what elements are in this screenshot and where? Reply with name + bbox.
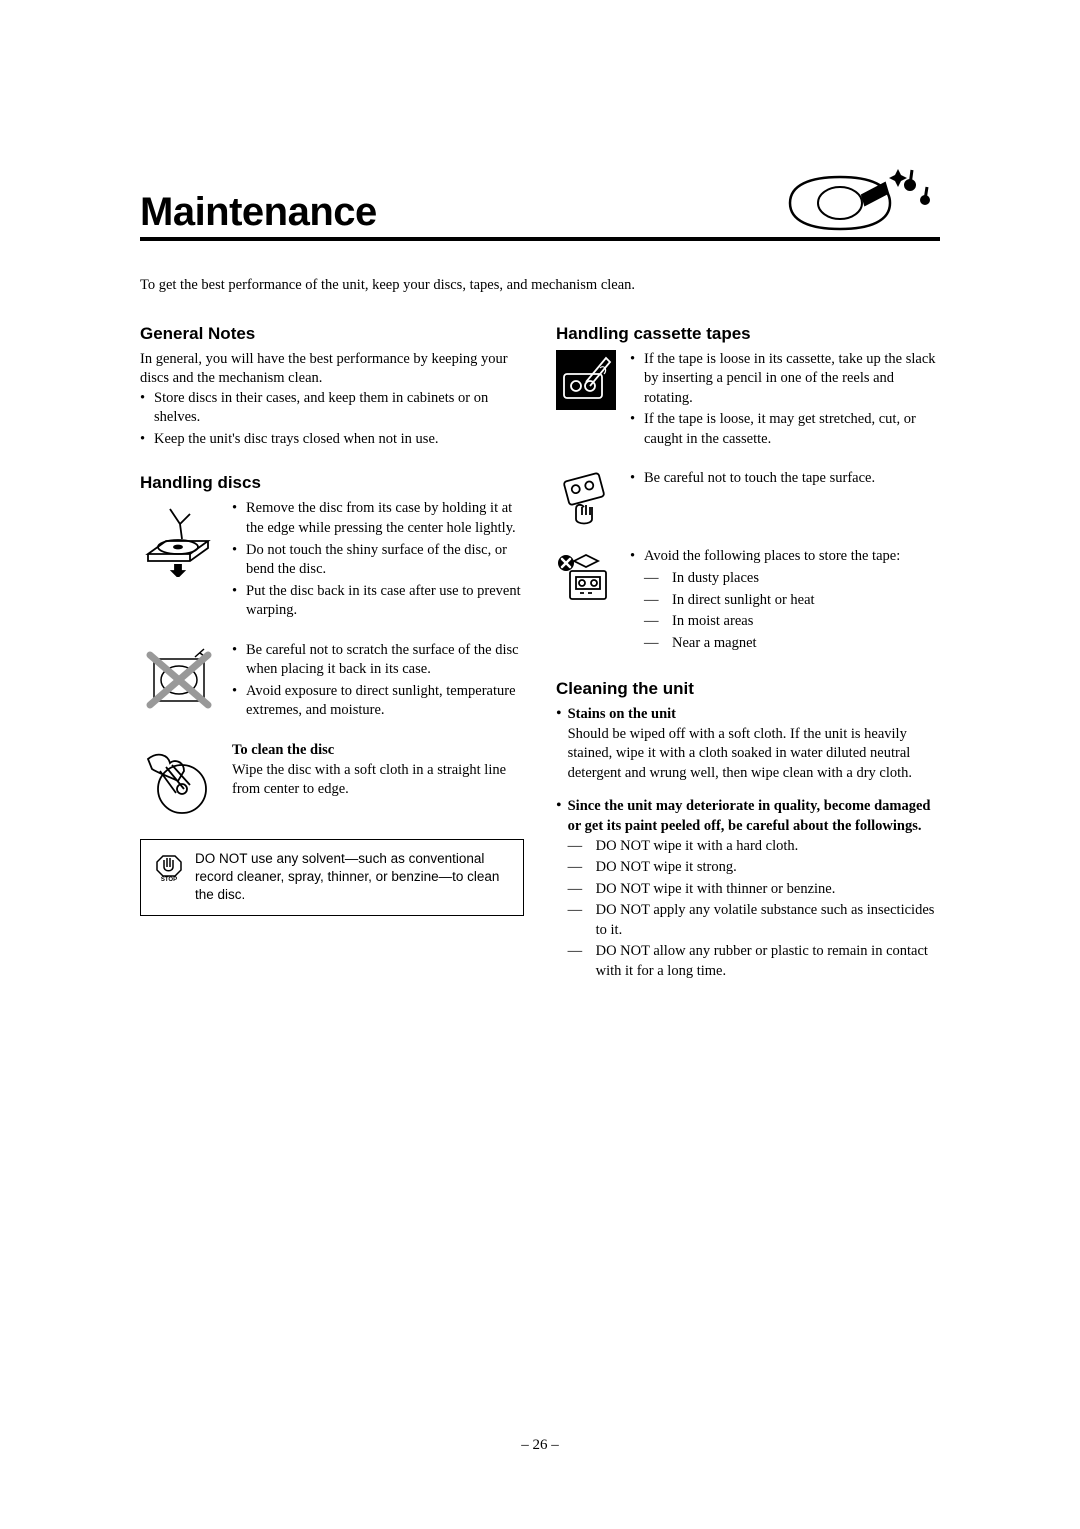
bullet-icon: •: [556, 797, 562, 983]
list-item: Remove the disc from its case by holding…: [232, 499, 524, 538]
stop-hand-icon: STOP: [153, 850, 185, 882]
disc-handling-row: Remove the disc from its case by holding…: [140, 499, 524, 622]
list-item: If the tape is loose in its cassette, ta…: [630, 350, 940, 409]
handling-tapes-section: Handling cassette tapes: [556, 324, 940, 656]
handling-discs-section: Handling discs: [140, 473, 524, 915]
disc-group2-list: Be careful not to scratch the surface of…: [232, 641, 524, 721]
left-column: General Notes In general, you will have …: [140, 324, 524, 1008]
list-item: DO NOT allow any rubber or plastic to re…: [568, 942, 940, 981]
list-item: Store discs in their cases, and keep the…: [140, 389, 524, 428]
list-item: Put the disc back in its case after use …: [232, 582, 524, 621]
page-number: – 26 –: [0, 1437, 1080, 1454]
caution-title: Since the unit may deteriorate in qualit…: [568, 797, 940, 836]
tape-storage-cross-icon: [556, 547, 616, 607]
list-item: DO NOT wipe it strong.: [568, 858, 940, 878]
disc-group1-list: Remove the disc from its case by holding…: [232, 499, 524, 620]
tape-group1-list: If the tape is loose in its cassette, ta…: [630, 350, 940, 450]
disc-remove-icon: [140, 499, 218, 577]
svg-text:STOP: STOP: [161, 877, 177, 882]
caution-block: • Since the unit may deteriorate in qual…: [556, 797, 940, 983]
tape-storage-row: Avoid the following places to store the …: [556, 547, 940, 655]
tape-pencil-icon: [556, 350, 616, 410]
page-title: Maintenance: [140, 190, 377, 235]
bullet-icon: •: [556, 705, 562, 783]
disc-wipe-icon: [140, 741, 218, 819]
tape-group3-list: In dusty places In direct sunlight or he…: [644, 569, 940, 653]
cleaning-unit-section: Cleaning the unit • Stains on the unit S…: [556, 679, 940, 983]
tape-slack-row: If the tape is loose in its cassette, ta…: [556, 350, 940, 452]
list-item: In direct sunlight or heat: [644, 591, 940, 611]
warning-text: DO NOT use any solvent—such as conventio…: [195, 850, 511, 905]
list-item: Be careful not to scratch the surface of…: [232, 641, 524, 680]
list-item: Be careful not to touch the tape surface…: [630, 469, 940, 489]
disc-scratch-row: Be careful not to scratch the surface of…: [140, 641, 524, 723]
tape-touch-row: Be careful not to touch the tape surface…: [556, 469, 940, 529]
general-notes-section: General Notes In general, you will have …: [140, 324, 524, 450]
list-item: In dusty places: [644, 569, 940, 589]
clean-disc-title: To clean the disc: [232, 741, 524, 761]
list-item: Do not touch the shiny surface of the di…: [232, 541, 524, 580]
tape-group3-lead: Avoid the following places to store the …: [630, 547, 940, 567]
caution-list: DO NOT wipe it with a hard cloth. DO NOT…: [568, 837, 940, 982]
handling-discs-heading: Handling discs: [140, 473, 524, 493]
general-notes-list: Store discs in their cases, and keep the…: [140, 389, 524, 450]
stains-block: • Stains on the unit Should be wiped off…: [556, 705, 940, 783]
clean-disc-text: Wipe the disc with a soft cloth in a str…: [232, 761, 524, 800]
general-notes-heading: General Notes: [140, 324, 524, 344]
solvent-warning-box: STOP DO NOT use any solvent—such as conv…: [140, 839, 524, 916]
cleaning-unit-heading: Cleaning the unit: [556, 679, 940, 699]
list-item: Avoid the following places to store the …: [630, 547, 940, 567]
list-item: Avoid exposure to direct sunlight, tempe…: [232, 682, 524, 721]
disc-case-cross-icon: [140, 641, 218, 719]
general-notes-lead: In general, you will have the best perfo…: [140, 350, 524, 389]
list-item: In moist areas: [644, 612, 940, 632]
stains-text: Should be wiped off with a soft cloth. I…: [568, 725, 940, 784]
tape-hand-icon: [556, 469, 616, 529]
header: Maintenance: [140, 165, 940, 241]
stains-title: Stains on the unit: [568, 705, 940, 725]
list-item: DO NOT apply any volatile substance such…: [568, 901, 940, 940]
list-item: Near a magnet: [644, 634, 940, 654]
list-item: If the tape is loose, it may get stretch…: [630, 410, 940, 449]
handling-tapes-heading: Handling cassette tapes: [556, 324, 940, 344]
right-column: Handling cassette tapes: [556, 324, 940, 1008]
list-item: Keep the unit's disc trays closed when n…: [140, 430, 524, 450]
disc-clean-row: To clean the disc Wipe the disc with a s…: [140, 741, 524, 819]
intro-text: To get the best performance of the unit,…: [140, 276, 940, 296]
list-item: DO NOT wipe it with thinner or benzine.: [568, 880, 940, 900]
header-music-illustration-icon: [780, 165, 940, 235]
tape-group2-list: Be careful not to touch the tape surface…: [630, 469, 940, 489]
content-columns: General Notes In general, you will have …: [140, 324, 940, 1008]
list-item: DO NOT wipe it with a hard cloth.: [568, 837, 940, 857]
